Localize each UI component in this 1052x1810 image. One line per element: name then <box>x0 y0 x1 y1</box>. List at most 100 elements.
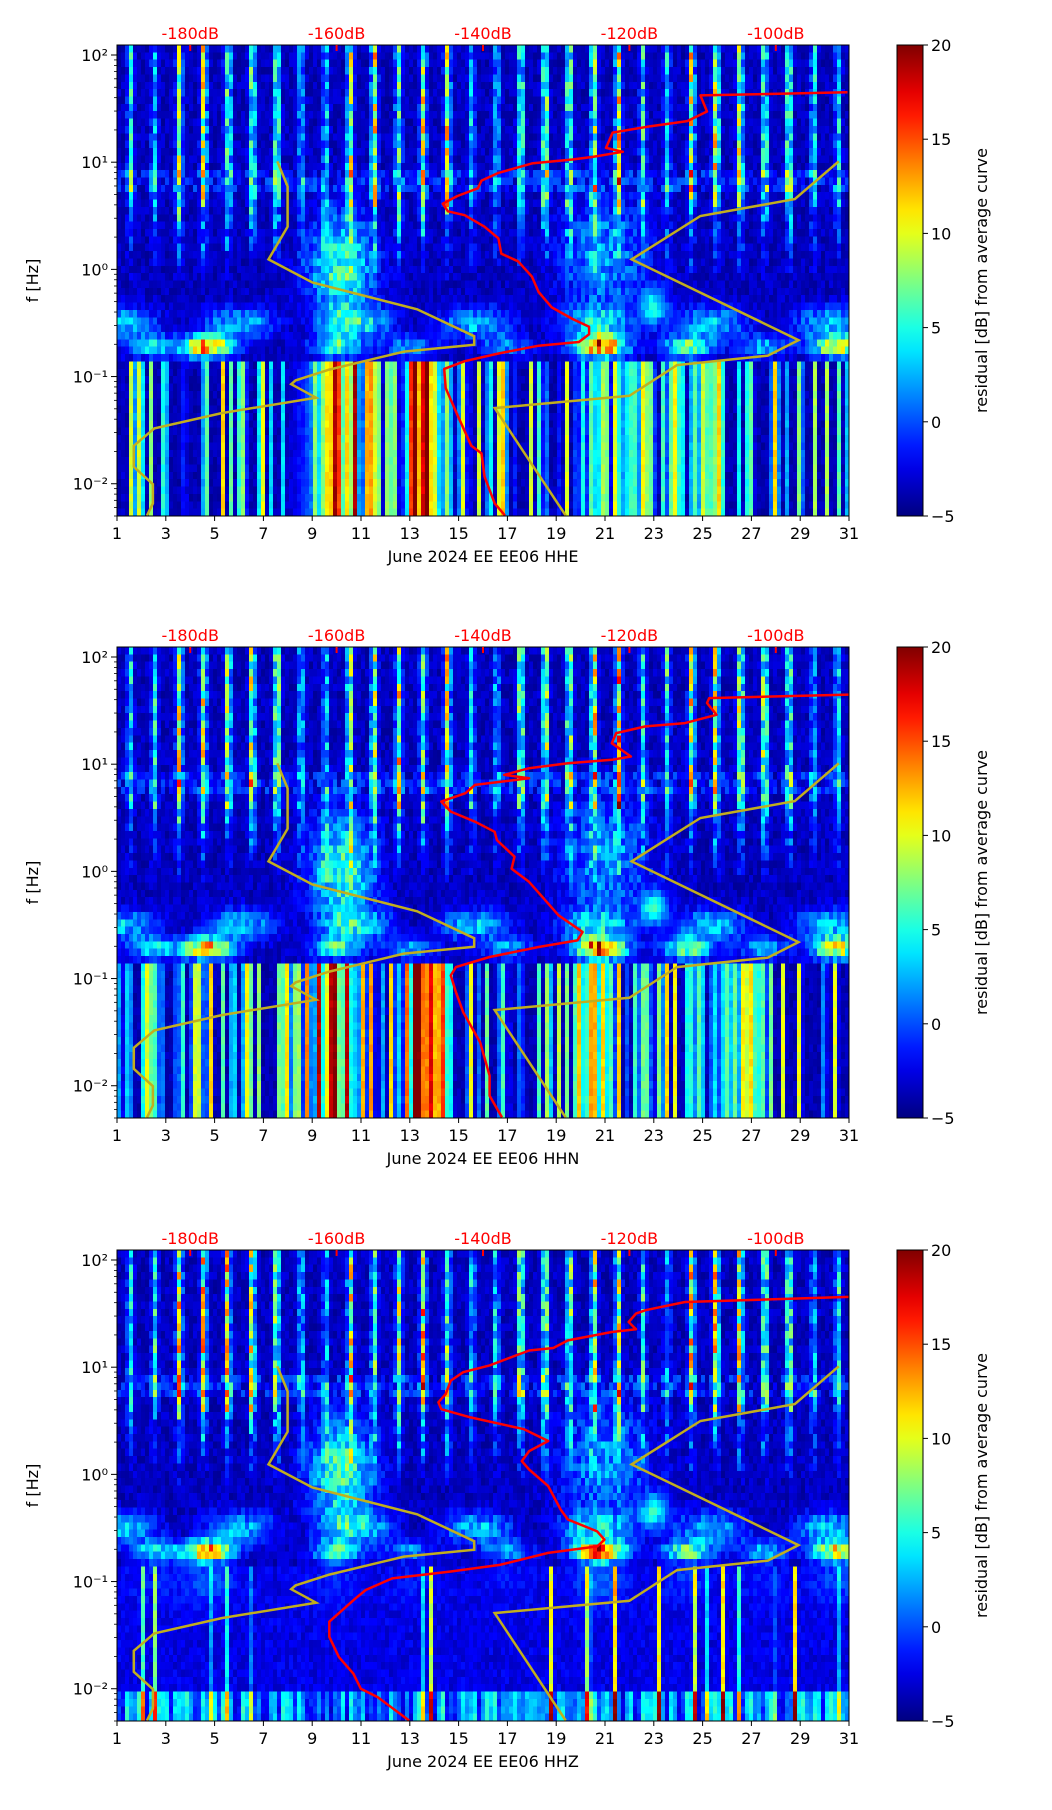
heatmap-cell <box>125 59 130 68</box>
heatmap-cell <box>469 236 474 245</box>
heatmap-cell <box>337 214 342 223</box>
heatmap-cell <box>417 236 422 245</box>
heatmap-cell <box>341 140 346 149</box>
heatmap-cell <box>565 177 570 186</box>
heatmap-cell <box>605 162 610 171</box>
heatmap-cell <box>197 236 202 245</box>
heatmap-cell <box>745 170 750 179</box>
heatmap-cell <box>505 74 510 83</box>
heatmap-cell <box>473 228 478 237</box>
heatmap-cell <box>497 199 502 208</box>
heatmap-cell <box>473 89 478 98</box>
heatmap-cell <box>817 177 822 186</box>
heatmap-cell <box>789 111 794 120</box>
heatmap-cell <box>257 206 262 215</box>
heatmap-cell <box>637 206 642 215</box>
heatmap-cell <box>653 148 658 156</box>
heatmap-cell <box>733 125 738 134</box>
heatmap-cell <box>793 133 798 142</box>
heatmap-cell <box>141 243 146 252</box>
heatmap-cell <box>529 155 534 164</box>
heatmap-cell <box>565 192 570 201</box>
heatmap-cell <box>641 206 646 215</box>
heatmap-cell <box>121 67 126 76</box>
heatmap-cell <box>757 81 762 90</box>
heatmap-cell <box>845 74 849 83</box>
heatmap-cell <box>677 236 682 245</box>
heatmap-cell <box>821 140 826 149</box>
heatmap-cell <box>121 103 126 112</box>
heatmap-cell <box>517 228 522 237</box>
heatmap-cell <box>253 96 258 105</box>
heatmap-cell <box>617 103 622 112</box>
heatmap-cell <box>285 67 290 76</box>
heatmap-cell <box>389 96 394 105</box>
heatmap-cell <box>281 67 286 76</box>
heatmap-cell <box>801 192 806 201</box>
heatmap-cell <box>601 59 606 68</box>
heatmap-cell <box>277 111 282 120</box>
heatmap-cell <box>505 67 510 76</box>
heatmap-cell <box>317 206 322 215</box>
heatmap-cell <box>145 52 150 61</box>
heatmap-cell <box>701 59 706 68</box>
heatmap-cell <box>609 59 614 68</box>
heatmap-cell <box>129 162 134 171</box>
heatmap-cell <box>757 96 762 105</box>
heatmap-cell <box>381 45 386 53</box>
heatmap-cell <box>589 140 594 149</box>
heatmap-cell <box>801 155 806 164</box>
heatmap-cell <box>133 52 138 61</box>
heatmap-cell <box>433 192 438 201</box>
heatmap-cell <box>349 206 354 215</box>
heatmap-cell <box>413 177 418 186</box>
heatmap-cell <box>197 133 202 142</box>
heatmap-cell <box>473 170 478 179</box>
heatmap-cell <box>681 96 686 105</box>
heatmap-cell <box>117 96 122 105</box>
heatmap-cell <box>633 118 638 127</box>
heatmap-cell <box>485 177 490 186</box>
heatmap-cell <box>389 170 394 179</box>
heatmap-cell <box>829 111 834 120</box>
heatmap-cell <box>677 214 682 223</box>
heatmap-cell <box>785 103 790 112</box>
heatmap-cell <box>457 118 462 127</box>
heatmap-cell <box>841 133 846 142</box>
heatmap-cell <box>225 148 230 156</box>
heatmap-cell <box>325 184 330 193</box>
heatmap-cell <box>713 103 718 112</box>
heatmap-cell <box>477 45 482 53</box>
heatmap-cell <box>233 89 238 98</box>
heatmap-cell <box>737 67 742 76</box>
heatmap-cell <box>761 192 766 201</box>
heatmap-cell <box>301 52 306 61</box>
heatmap-cell <box>169 111 174 120</box>
heatmap-cell <box>805 228 810 237</box>
heatmap-cell <box>573 74 578 83</box>
heatmap-cell <box>593 214 598 223</box>
heatmap-cell <box>785 206 790 215</box>
heatmap-cell <box>385 140 390 149</box>
heatmap-cell <box>133 170 138 179</box>
heatmap-cell <box>509 177 514 186</box>
heatmap-cell <box>837 140 842 149</box>
heatmap-cell <box>833 52 838 61</box>
heatmap-cell <box>501 67 506 76</box>
heatmap-cell <box>345 103 350 112</box>
heatmap-cell <box>553 199 558 208</box>
heatmap-cell <box>245 199 250 208</box>
heatmap-cell <box>637 162 642 171</box>
heatmap-cell <box>581 125 586 134</box>
heatmap-cell <box>285 118 290 127</box>
heatmap-cell <box>501 52 506 61</box>
heatmap-cell <box>637 103 642 112</box>
heatmap-cell <box>569 125 574 134</box>
heatmap-cell <box>517 221 522 230</box>
heatmap-cell <box>213 162 218 171</box>
heatmap-cell <box>757 162 762 171</box>
heatmap-cell <box>405 236 410 245</box>
heatmap-cell <box>157 96 162 105</box>
heatmap-cell <box>793 206 798 215</box>
heatmap-cell <box>453 103 458 112</box>
